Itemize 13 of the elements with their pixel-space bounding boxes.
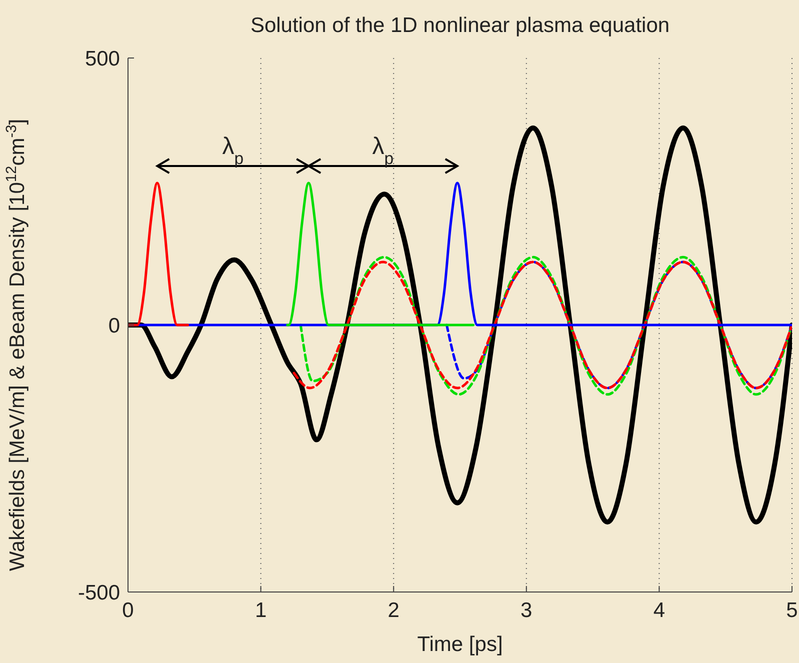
annotation: λ$_{p}$ <box>372 132 394 168</box>
x-axis-title: Time [ps] <box>417 633 503 656</box>
x-tick-label: 2 <box>388 598 400 622</box>
line-series <box>128 182 190 326</box>
y-tick-label: -500 <box>78 581 120 604</box>
x-tick-label: 4 <box>653 598 666 622</box>
y-tick-label: 0 <box>108 314 120 338</box>
annotation: λ$_{p}$ <box>222 132 244 168</box>
x-tick-label: 1 <box>254 598 267 622</box>
chart-title: Solution of the 1D nonlinear plasma equation <box>250 14 670 37</box>
x-tick-label: 5 <box>786 598 798 622</box>
y-tick-label: 500 <box>84 47 120 70</box>
x-tick-label: 3 <box>520 598 532 622</box>
